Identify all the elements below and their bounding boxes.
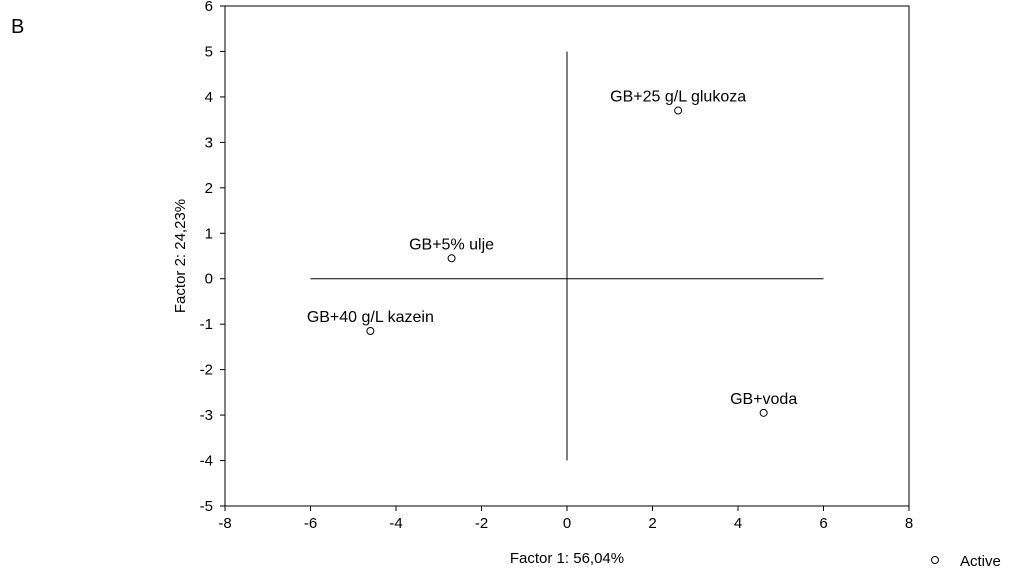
data-point-label: GB+5% ulje [409, 236, 494, 253]
y-tick-label: 6 [205, 0, 213, 15]
y-tick-label: 5 [205, 43, 213, 60]
data-point-label: GB+25 g/L glukoza [610, 89, 746, 106]
legend: Active [932, 553, 1001, 569]
data-point [675, 107, 682, 114]
y-tick-label: 0 [205, 271, 213, 288]
x-tick-label: 8 [905, 515, 913, 532]
y-tick-label: -5 [200, 498, 213, 515]
data-point-label: GB+voda [730, 391, 797, 408]
x-tick-label: 0 [563, 515, 571, 532]
data-point [448, 255, 455, 262]
x-tick-label: -6 [304, 515, 317, 532]
x-tick-label: 6 [819, 515, 827, 532]
x-tick-label: -4 [389, 515, 402, 532]
x-axis-title: Factor 1: 56,04% [510, 550, 624, 567]
y-tick-label: -3 [200, 407, 213, 424]
y-tick-label: 3 [205, 134, 213, 151]
y-axis-title: Factor 2: 24,23% [172, 199, 189, 313]
x-tick-label: -2 [475, 515, 488, 532]
x-tick-label: 2 [648, 515, 656, 532]
data-point [367, 328, 374, 335]
data-point [760, 409, 767, 416]
y-tick-label: 2 [205, 180, 213, 197]
legend-marker [932, 557, 939, 564]
y-tick-label: -2 [200, 362, 213, 379]
legend-label: Active [960, 553, 1001, 569]
y-tick-label: -4 [200, 453, 213, 470]
y-tick-label: 4 [205, 89, 213, 106]
x-tick-label: -8 [218, 515, 231, 532]
data-point-label: GB+40 g/L kazein [307, 309, 434, 326]
y-tick-label: 1 [205, 225, 213, 242]
x-tick-label: 4 [734, 515, 742, 532]
y-tick-label: -1 [200, 316, 213, 333]
